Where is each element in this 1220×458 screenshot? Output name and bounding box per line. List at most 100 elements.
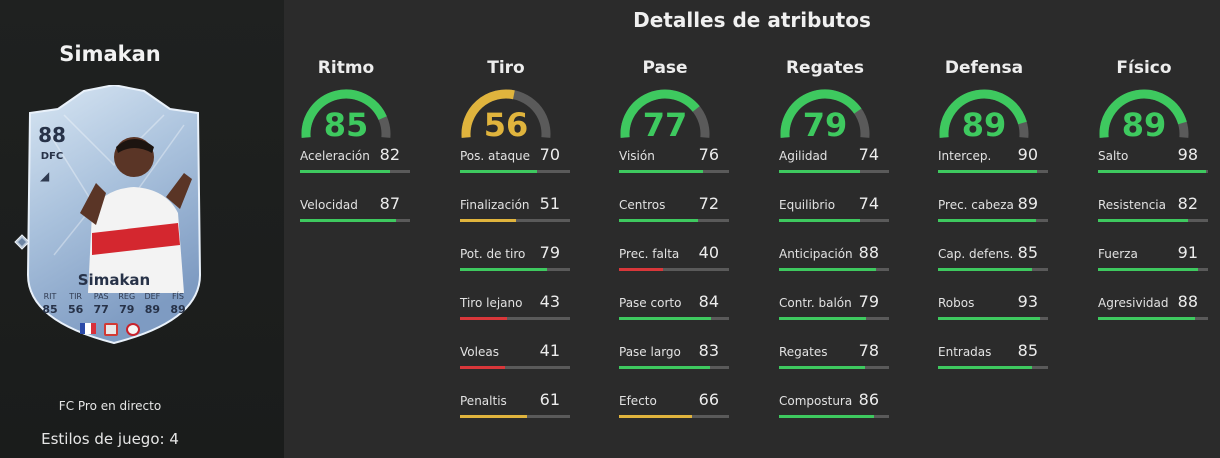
category-label: Defensa [944,58,1024,78]
attribute-bar-fill [460,366,506,369]
attribute-name: Anticipación [779,247,853,261]
attribute-bar-fill [619,317,712,320]
attribute-row[interactable]: Tiro lejano 43 [446,288,570,337]
attribute-row[interactable]: Contr. balón 79 [765,288,889,337]
attribute-row[interactable]: Intercep. 90 [924,141,1048,190]
gauge-fill [620,89,700,138]
attribute-bar [938,317,1048,320]
attribute-row[interactable]: Regates 78 [765,337,889,386]
attribute-value: 82 [1177,194,1198,213]
attribute-bar [1098,268,1208,271]
attribute-name: Tiro lejano [460,296,523,310]
category-gauge: 89 [934,86,1034,144]
attribute-row[interactable]: Prec. cabeza 89 [924,190,1048,239]
attribute-row[interactable]: Visión 76 [605,141,729,190]
attribute-row[interactable]: Anticipación 88 [765,239,889,288]
gauge-arc [461,89,551,138]
attribute-bar [779,268,889,271]
attribute-row[interactable]: Penaltis 61 [446,386,570,435]
attribute-value: 72 [698,194,719,213]
category-value: 85 [323,106,369,144]
gauge-arc [301,89,391,138]
attribute-row[interactable]: Pase corto 84 [605,288,729,337]
attribute-row[interactable]: Entradas 85 [924,337,1048,386]
attribute-value: 85 [1017,243,1038,262]
attribute-name: Centros [619,198,666,212]
card-position: DFC [40,151,64,162]
attribute-bar [619,219,729,222]
attribute-name: Prec. cabeza [938,198,1014,212]
attribute-row[interactable]: Finalización 51 [446,190,570,239]
card-stat-label: REG [118,292,136,301]
attribute-row[interactable]: Resistencia 82 [1084,190,1208,239]
card-stat-value: 89 [144,303,161,316]
attribute-row[interactable]: Cap. defens. 85 [924,239,1048,288]
attribute-bar [779,366,889,369]
attribute-value: 43 [539,292,560,311]
attribute-row[interactable]: Fuerza 91 [1084,239,1208,288]
card-stat: PAS 77 [89,292,113,316]
category-5: Físico 89 Salto 98 Resistencia 82 Fuerza 91 Agre… [1084,58,1208,337]
attribute-row[interactable]: Prec. falta 40 [605,239,729,288]
player-name: Simakan [59,42,161,66]
category-2: Pase 77 Visión 76 Centros 72 Prec. falta 40 Pase… [605,58,729,435]
gauge-fill [780,89,862,138]
attribute-bar-fill [779,415,874,418]
category-3: Regates 79 Agilidad 74 Equilibrio 74 Anticipac… [765,58,889,435]
attribute-row[interactable]: Pos. ataque 70 [446,141,570,190]
attribute-row[interactable]: Compostura 86 [765,386,889,435]
attribute-bar [1098,170,1208,173]
attribute-bar-fill [1098,268,1199,271]
attribute-bar [779,219,889,222]
attribute-name: Robos [938,296,975,310]
attribute-row[interactable]: Pase largo 83 [605,337,729,386]
category-gauge: 77 [615,86,715,144]
attribute-row[interactable]: Efecto 66 [605,386,729,435]
attribute-name: Finalización [460,198,530,212]
attribute-value: 91 [1177,243,1198,262]
attribute-bar [460,268,570,271]
attribute-row[interactable]: Voleas 41 [446,337,570,386]
card-player-name: Simakan [77,271,151,289]
attribute-value: 82 [379,145,400,164]
attribute-bar [619,268,729,271]
playstyles-count[interactable]: Estilos de juego: 4 [41,430,179,448]
france-flag-icon [80,323,96,334]
card-stat-label: FÍS [171,292,184,301]
club-crest-icon [126,323,140,336]
card-stat-value: 79 [119,303,135,316]
attribute-row[interactable]: Pot. de tiro 79 [446,239,570,288]
card-stat-value: 85 [42,303,58,316]
category-gauge: 79 [775,86,875,144]
attribute-row[interactable]: Velocidad 87 [286,190,410,239]
attribute-bar [300,219,410,222]
attribute-name: Visión [619,149,655,163]
attribute-row[interactable]: Aceleración 82 [286,141,410,190]
card-stat-value: 56 [67,303,84,316]
attribute-row[interactable]: Salto 98 [1084,141,1208,190]
card-stat-value: 77 [93,303,109,316]
page-title: Detalles de atributos [633,8,871,32]
attribute-row[interactable]: Centros 72 [605,190,729,239]
attribute-name: Pase largo [619,345,681,359]
gauge-fill [1099,89,1187,138]
attribute-bar-fill [460,317,508,320]
attribute-bar [938,268,1048,271]
player-card[interactable]: 88 DFC ◢ Simakan RIT 85 TIR 56 PAS 77 REG 79… [24,85,204,345]
card-stat: FÍS 89 [166,292,190,316]
card-stat-value: 89 [170,303,186,316]
attribute-value: 66 [698,390,719,409]
attribute-bar-fill [619,170,703,173]
player-portrait [80,137,192,293]
attribute-bar [460,170,570,173]
attribute-bar-fill [460,170,537,173]
attribute-name: Agilidad [779,149,828,163]
category-label: Tiro [487,58,525,78]
attribute-bar-fill [1098,317,1195,320]
category-0: Ritmo 85 Aceleración 82 Velocidad 87 [286,58,410,239]
attribute-row[interactable]: Agilidad 74 [765,141,889,190]
attribute-row[interactable]: Robos 93 [924,288,1048,337]
attribute-name: Efecto [619,394,657,408]
attribute-row[interactable]: Agresividad 88 [1084,288,1208,337]
attribute-row[interactable]: Equilibrio 74 [765,190,889,239]
